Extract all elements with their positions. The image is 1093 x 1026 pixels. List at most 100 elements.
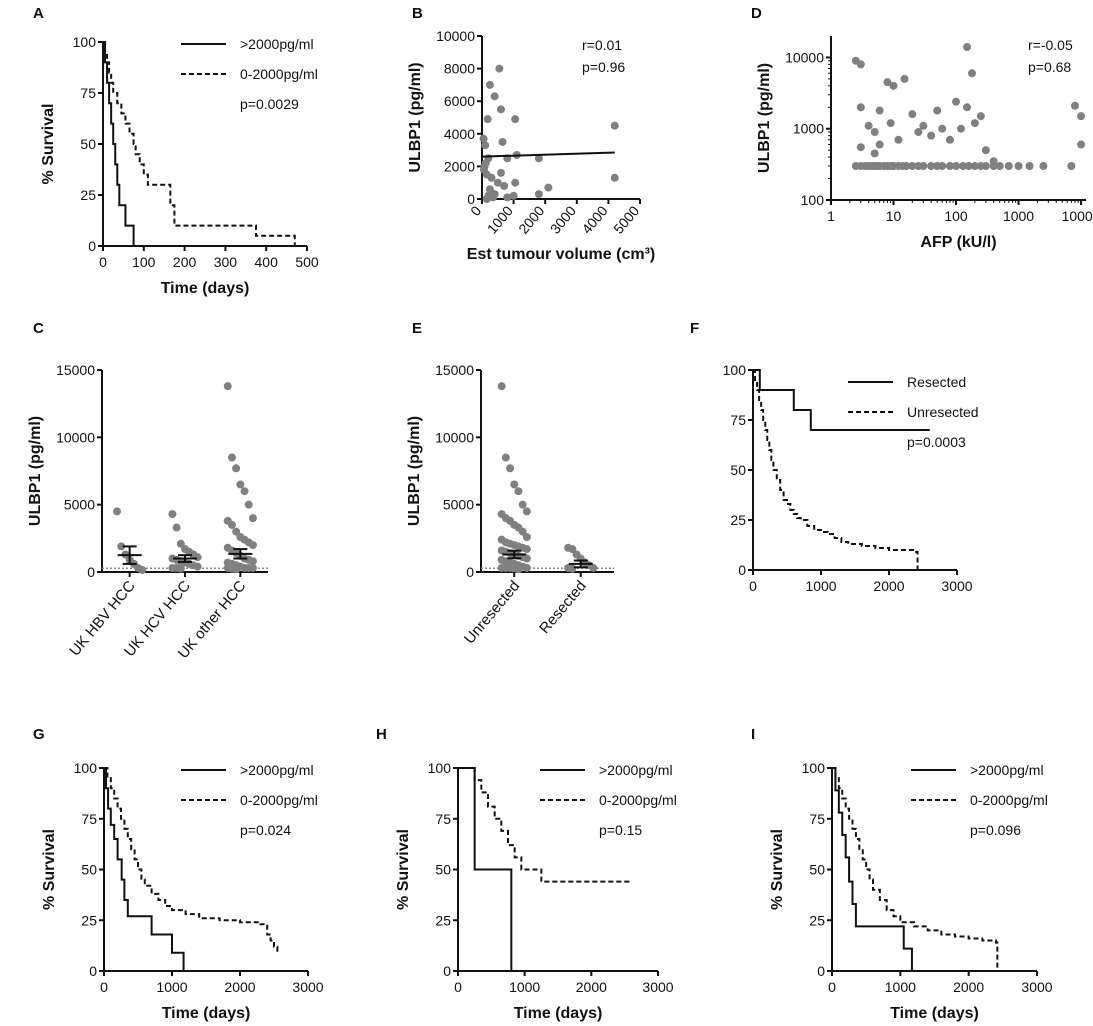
km-curve-1 bbox=[832, 767, 999, 971]
x-axis-title: Time (days) bbox=[514, 1005, 603, 1022]
km-curve-1 bbox=[104, 767, 280, 952]
scatter-point bbox=[522, 554, 531, 563]
scatter-point bbox=[485, 80, 494, 89]
regression-line bbox=[481, 151, 615, 158]
p-value-annotation: p=0.0029 bbox=[240, 96, 299, 112]
scatter-point bbox=[193, 553, 202, 562]
scatter-point bbox=[176, 539, 185, 548]
scatter-point bbox=[875, 106, 884, 115]
km-curve-0 bbox=[753, 369, 930, 431]
x-tick-label: 1000 bbox=[509, 979, 540, 995]
legend-label: >2000pg/ml bbox=[599, 762, 673, 778]
y-tick-label: 15000 bbox=[435, 362, 474, 378]
x-tick-label: 500 bbox=[295, 254, 319, 270]
scatter-point bbox=[900, 74, 909, 83]
stat-annotation: r=-0.05 bbox=[1028, 37, 1073, 53]
scatter-point bbox=[514, 487, 523, 496]
y-tick-label: 100 bbox=[723, 362, 747, 378]
x-tick-label: 0 bbox=[100, 979, 108, 995]
x-tick-label: 1000 bbox=[484, 202, 516, 236]
x-tick-label: 0 bbox=[749, 578, 757, 594]
scatter-point bbox=[518, 500, 527, 509]
y-tick-label: 8000 bbox=[444, 61, 475, 77]
y-axis-title: % Survival bbox=[769, 829, 786, 910]
scatter-point bbox=[981, 161, 990, 170]
scatter-point bbox=[510, 480, 519, 489]
y-tick-label: 0 bbox=[817, 963, 825, 979]
scatter-point bbox=[487, 173, 496, 182]
km-curve-1 bbox=[458, 767, 632, 883]
scatter-point bbox=[875, 140, 884, 149]
scatter-point bbox=[1025, 161, 1034, 170]
scatter-point bbox=[498, 137, 507, 146]
legend-label: 0-2000pg/ml bbox=[240, 792, 318, 808]
y-tick-label: 0 bbox=[88, 238, 96, 254]
scatter-point bbox=[956, 124, 965, 133]
km-curve-0 bbox=[103, 41, 135, 246]
x-tick-label: 3000 bbox=[292, 979, 323, 995]
scatter-point bbox=[919, 161, 928, 170]
y-tick-label: 10000 bbox=[435, 429, 474, 445]
x-tick-label: 3000 bbox=[547, 202, 579, 236]
scatter-point bbox=[232, 527, 241, 536]
panel-letter: A bbox=[33, 5, 44, 22]
x-tick-label: 10 bbox=[886, 208, 902, 224]
y-tick-label: 10000 bbox=[56, 429, 95, 445]
y-tick-label: 25 bbox=[80, 187, 96, 203]
scatter-point bbox=[927, 161, 936, 170]
scatter-point bbox=[496, 168, 505, 177]
scatter-point bbox=[989, 161, 998, 170]
y-tick-label: 5000 bbox=[443, 497, 474, 513]
x-axis-title: AFP (kU/l) bbox=[920, 234, 996, 251]
scatter-point bbox=[113, 507, 122, 516]
y-tick-label: 25 bbox=[435, 912, 451, 928]
x-tick-label: 5000 bbox=[610, 202, 642, 236]
y-tick-label: 100 bbox=[801, 192, 825, 208]
y-tick-label: 2000 bbox=[444, 158, 475, 174]
scatter-point bbox=[919, 121, 928, 130]
category-label: Resected bbox=[536, 578, 590, 637]
y-axis-title: % Survival bbox=[395, 829, 412, 910]
scatter-point bbox=[503, 193, 512, 202]
panel-letter: B bbox=[412, 5, 423, 22]
x-axis-title: Est tumour volume (cm³) bbox=[467, 246, 655, 263]
scatter-point bbox=[967, 69, 976, 78]
x-tick-label: 1000 bbox=[156, 979, 187, 995]
p-value-annotation: p=0.15 bbox=[599, 822, 642, 838]
y-tick-label: 25 bbox=[809, 912, 825, 928]
scatter-point bbox=[883, 78, 892, 87]
scatter-point bbox=[522, 532, 531, 541]
y-tick-label: 0 bbox=[467, 191, 475, 207]
legend-label: Unresected bbox=[907, 404, 979, 420]
scatter-point bbox=[168, 510, 177, 519]
scatter-point bbox=[1004, 161, 1013, 170]
scatter-point bbox=[483, 115, 492, 124]
stat-annotation: r=0.01 bbox=[582, 37, 622, 53]
scatter-point bbox=[511, 178, 520, 187]
x-tick-label: 3000 bbox=[642, 979, 673, 995]
x-tick-label: 1 bbox=[827, 208, 835, 224]
scatter-point bbox=[959, 161, 968, 170]
scatter-point bbox=[506, 464, 515, 473]
scatter-point bbox=[500, 181, 509, 190]
scatter-point bbox=[870, 149, 879, 158]
scatter-point bbox=[1067, 161, 1076, 170]
scatter-point bbox=[522, 563, 531, 572]
panel-letter: I bbox=[751, 726, 755, 743]
scatter-point bbox=[870, 127, 879, 136]
y-tick-label: 5000 bbox=[64, 497, 95, 513]
legend-label: >2000pg/ml bbox=[240, 36, 314, 52]
y-axis-title: ULBP1 (pg/ml) bbox=[27, 416, 44, 526]
x-axis-title: Time (days) bbox=[890, 1005, 979, 1022]
y-tick-label: 0 bbox=[87, 564, 95, 580]
scatter-point bbox=[927, 131, 936, 140]
scatter-point bbox=[497, 382, 506, 391]
y-tick-label: 75 bbox=[81, 811, 97, 827]
x-tick-label: 100 bbox=[944, 208, 968, 224]
scatter-point bbox=[952, 161, 961, 170]
x-tick-label: 2000 bbox=[224, 979, 255, 995]
scatter-point bbox=[886, 119, 895, 128]
